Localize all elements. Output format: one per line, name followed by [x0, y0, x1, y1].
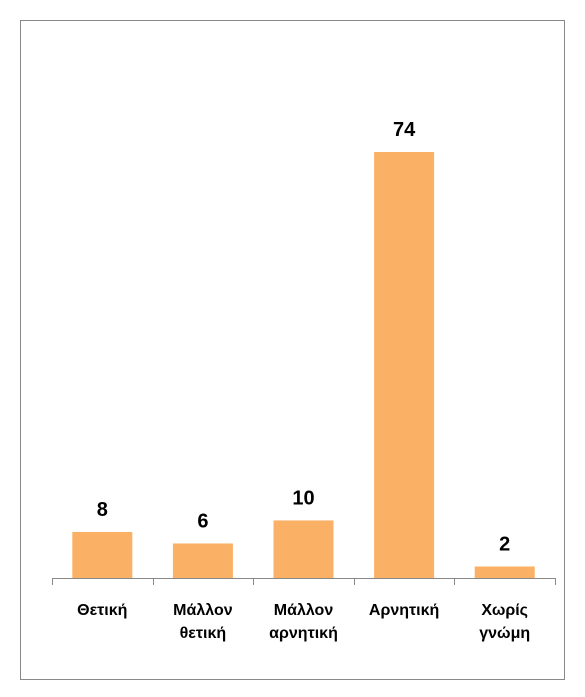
x-tick-label: Μάλλον θετική: [173, 602, 233, 642]
x-tick-label: Αρνητική: [368, 602, 440, 619]
bar: [374, 152, 435, 578]
value-label: 8: [97, 499, 108, 521]
x-tick-label: Θετική: [77, 602, 128, 619]
value-label: 10: [292, 487, 314, 509]
value-label: 74: [393, 119, 416, 141]
value-label: 2: [499, 533, 510, 555]
bar: [172, 543, 233, 578]
bar: [273, 520, 334, 578]
bar: [474, 566, 535, 578]
bar: [72, 531, 133, 578]
x-tick-label: Χωρίς γνώμη: [479, 602, 531, 642]
value-label: 6: [197, 510, 208, 532]
x-tick-label: Μάλλον αρνητική: [269, 602, 338, 642]
chart-frame: [20, 20, 565, 680]
